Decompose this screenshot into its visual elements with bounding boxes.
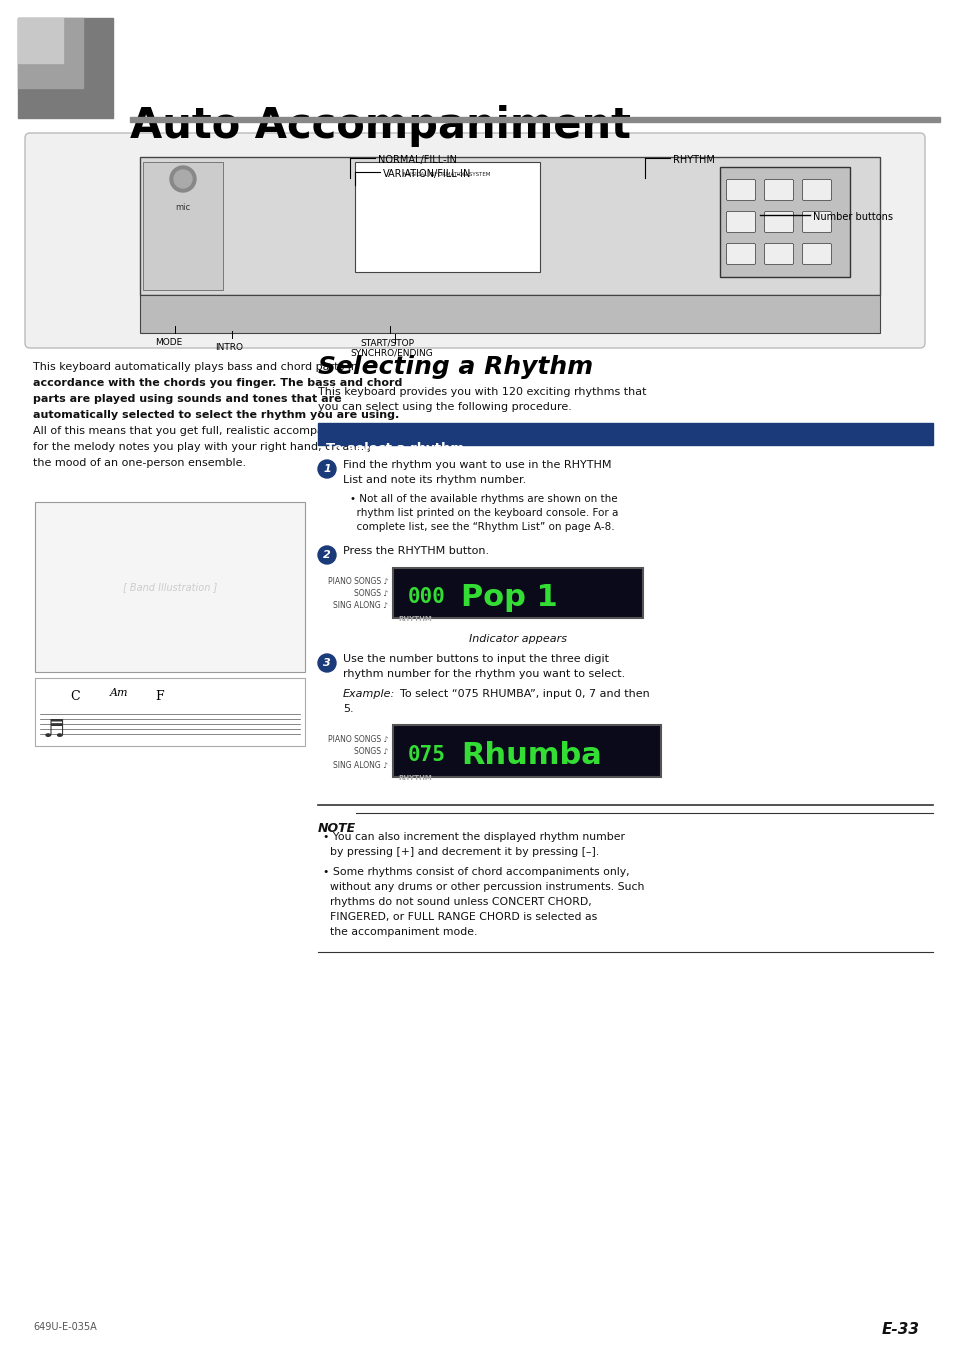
- FancyBboxPatch shape: [763, 212, 793, 232]
- Text: • You can also increment the displayed rhythm number: • You can also increment the displayed r…: [323, 832, 624, 842]
- Text: Pop 1: Pop 1: [460, 582, 558, 612]
- Text: INTRO: INTRO: [214, 342, 243, 352]
- Text: you can select using the following procedure.: you can select using the following proce…: [317, 402, 571, 412]
- Bar: [317, 423, 932, 445]
- Text: 000: 000: [408, 586, 445, 607]
- Text: SING ALONG ♪: SING ALONG ♪: [333, 601, 388, 611]
- Text: F: F: [154, 689, 164, 702]
- Text: 075: 075: [408, 745, 445, 766]
- Text: ♬: ♬: [43, 718, 66, 741]
- Text: 3: 3: [323, 658, 331, 669]
- Text: 5.: 5.: [343, 704, 354, 714]
- Text: accordance with the chords you finger. The bass and chord: accordance with the chords you finger. T…: [33, 377, 402, 388]
- FancyBboxPatch shape: [801, 244, 831, 264]
- Text: This keyboard provides you with 120 exciting rhythms that: This keyboard provides you with 120 exci…: [317, 387, 646, 398]
- Text: [ Band Illustration ]: [ Band Illustration ]: [123, 582, 217, 592]
- FancyBboxPatch shape: [763, 244, 793, 264]
- Text: for the melody notes you play with your right hand, creating: for the melody notes you play with your …: [33, 442, 371, 452]
- Text: MUSICAL INFORMATION SYSTEM: MUSICAL INFORMATION SYSTEM: [403, 171, 490, 177]
- Text: rhythm number for the rhythm you want to select.: rhythm number for the rhythm you want to…: [343, 669, 624, 679]
- Bar: [720, 167, 849, 276]
- Text: MODE: MODE: [154, 338, 182, 346]
- Text: RHYTHM: RHYTHM: [397, 775, 432, 780]
- FancyBboxPatch shape: [763, 179, 793, 201]
- Text: All of this means that you get full, realistic accompaniments: All of this means that you get full, rea…: [33, 426, 369, 435]
- Circle shape: [317, 654, 335, 673]
- Text: C: C: [70, 689, 79, 702]
- Text: List and note its rhythm number.: List and note its rhythm number.: [343, 474, 526, 485]
- Circle shape: [317, 546, 335, 563]
- Text: mic: mic: [175, 202, 191, 212]
- Text: Auto Accompaniment: Auto Accompaniment: [130, 105, 630, 147]
- Circle shape: [170, 166, 195, 191]
- Text: automatically selected to select the rhythm you are using.: automatically selected to select the rhy…: [33, 410, 399, 421]
- Bar: [140, 295, 879, 333]
- FancyBboxPatch shape: [726, 244, 755, 264]
- Text: 1: 1: [323, 464, 331, 474]
- Text: Indicator appears: Indicator appears: [469, 634, 566, 644]
- FancyBboxPatch shape: [801, 179, 831, 201]
- Text: E-33: E-33: [882, 1322, 919, 1337]
- Bar: [35, 678, 305, 745]
- Text: Example:: Example:: [343, 689, 395, 700]
- Text: • Not all of the available rhythms are shown on the: • Not all of the available rhythms are s…: [350, 493, 617, 504]
- Text: by pressing [+] and decrement it by pressing [–].: by pressing [+] and decrement it by pres…: [323, 847, 598, 857]
- Text: To select a rhythm: To select a rhythm: [326, 442, 464, 456]
- Text: Find the rhythm you want to use in the RHYTHM: Find the rhythm you want to use in the R…: [343, 460, 611, 470]
- Text: 2: 2: [323, 550, 331, 559]
- Text: This keyboard automatically plays bass and chord parts in: This keyboard automatically plays bass a…: [33, 363, 357, 372]
- Text: NORMAL/FILL-IN: NORMAL/FILL-IN: [377, 155, 456, 164]
- Text: 649U-E-035A: 649U-E-035A: [33, 1322, 96, 1332]
- Text: rhythms do not sound unless CONCERT CHORD,: rhythms do not sound unless CONCERT CHOR…: [323, 896, 591, 907]
- Text: RHYTHM: RHYTHM: [397, 616, 432, 621]
- FancyBboxPatch shape: [25, 133, 924, 348]
- Text: SONGS ♪: SONGS ♪: [354, 748, 388, 756]
- Text: parts are played using sounds and tones that are: parts are played using sounds and tones …: [33, 394, 341, 404]
- Circle shape: [317, 460, 335, 479]
- Text: Number buttons: Number buttons: [812, 212, 892, 222]
- Text: Press the RHYTHM button.: Press the RHYTHM button.: [343, 546, 489, 555]
- Text: RHYTHM: RHYTHM: [672, 155, 714, 164]
- Text: SING ALONG ♪: SING ALONG ♪: [333, 760, 388, 770]
- Text: Selecting a Rhythm: Selecting a Rhythm: [317, 355, 593, 379]
- Bar: [393, 725, 660, 776]
- Bar: [130, 117, 939, 123]
- FancyBboxPatch shape: [726, 212, 755, 232]
- Bar: [355, 162, 539, 272]
- Text: without any drums or other percussion instruments. Such: without any drums or other percussion in…: [323, 882, 643, 892]
- Text: Use the number buttons to input the three digit: Use the number buttons to input the thre…: [343, 654, 608, 665]
- Text: Am: Am: [110, 687, 129, 698]
- Bar: [35, 501, 305, 673]
- Text: • Some rhythms consist of chord accompaniments only,: • Some rhythms consist of chord accompan…: [323, 867, 629, 878]
- Text: the mood of an one-person ensemble.: the mood of an one-person ensemble.: [33, 458, 246, 468]
- FancyBboxPatch shape: [801, 212, 831, 232]
- Bar: [140, 156, 879, 295]
- Text: complete list, see the “Rhythm List” on page A-8.: complete list, see the “Rhythm List” on …: [350, 522, 614, 532]
- Text: VARIATION/FILL-IN: VARIATION/FILL-IN: [382, 168, 471, 179]
- Text: PIANO SONGS ♪: PIANO SONGS ♪: [327, 735, 388, 744]
- Text: PIANO SONGS ♪: PIANO SONGS ♪: [327, 577, 388, 586]
- Text: To select “075 RHUMBA”, input 0, 7 and then: To select “075 RHUMBA”, input 0, 7 and t…: [399, 689, 649, 700]
- Text: NOTE: NOTE: [317, 822, 355, 834]
- Bar: [143, 162, 223, 290]
- Bar: [393, 568, 642, 617]
- Text: START/STOP: START/STOP: [359, 338, 414, 346]
- Text: Rhumba: Rhumba: [460, 740, 601, 770]
- Text: the accompaniment mode.: the accompaniment mode.: [323, 927, 476, 937]
- Bar: [18, 18, 63, 63]
- Bar: [18, 18, 83, 88]
- Circle shape: [173, 170, 192, 187]
- Bar: [18, 18, 112, 119]
- Text: FINGERED, or FULL RANGE CHORD is selected as: FINGERED, or FULL RANGE CHORD is selecte…: [323, 913, 597, 922]
- Text: SYNCHRO/ENDING: SYNCHRO/ENDING: [350, 348, 433, 357]
- Text: rhythm list printed on the keyboard console. For a: rhythm list printed on the keyboard cons…: [350, 508, 618, 518]
- Text: SONGS ♪: SONGS ♪: [354, 589, 388, 599]
- FancyBboxPatch shape: [726, 179, 755, 201]
